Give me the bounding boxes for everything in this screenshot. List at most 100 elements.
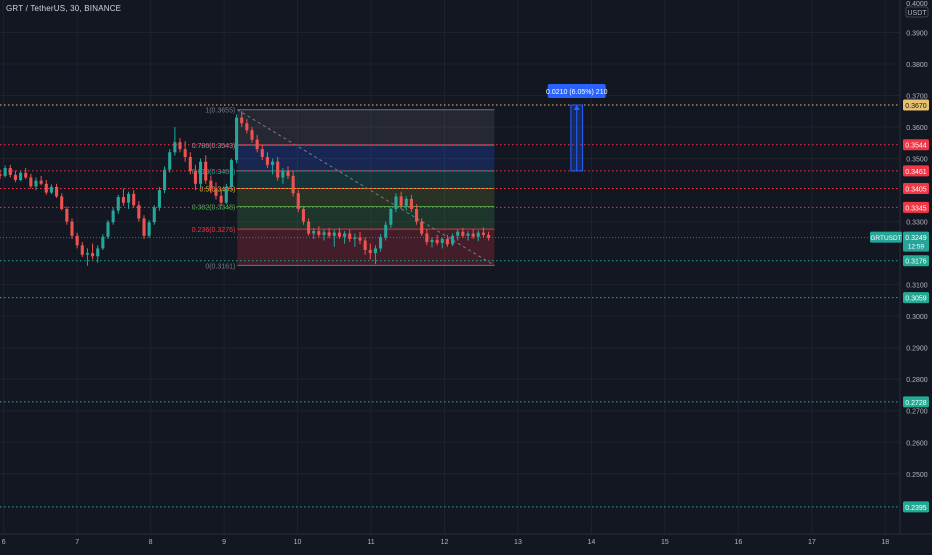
candle-body[interactable] (384, 224, 388, 238)
candle-body[interactable] (75, 235, 79, 246)
candle-body[interactable] (322, 232, 326, 235)
candle-body[interactable] (389, 208, 393, 225)
candle-body[interactable] (49, 186, 53, 193)
candle-body[interactable] (440, 238, 444, 244)
candle-body[interactable] (39, 180, 43, 184)
candle-body[interactable] (317, 231, 321, 235)
candle-body[interactable] (358, 237, 362, 241)
candle-body[interactable] (296, 193, 300, 209)
candle-body[interactable] (240, 117, 244, 124)
candle-body[interactable] (276, 161, 280, 178)
candle-body[interactable] (70, 221, 74, 236)
candle-body[interactable] (163, 169, 167, 191)
candle-body[interactable] (121, 197, 125, 203)
candle-body[interactable] (152, 207, 156, 223)
candle-body[interactable] (65, 208, 69, 222)
candle-body[interactable] (0, 174, 2, 176)
candle-body[interactable] (111, 210, 115, 223)
candle-body[interactable] (209, 180, 213, 189)
candle-body[interactable] (363, 240, 367, 250)
candle-body[interactable] (420, 221, 424, 234)
candle-body[interactable] (80, 245, 84, 255)
candle-body[interactable] (60, 196, 64, 209)
candle-body[interactable] (44, 183, 48, 193)
price-axis[interactable] (900, 0, 932, 550)
candle-body[interactable] (332, 232, 336, 236)
candle-body[interactable] (29, 177, 33, 187)
fib-level-label: 0(0.3161) (205, 263, 235, 270)
candle-body[interactable] (487, 234, 491, 238)
candle-body[interactable] (101, 236, 105, 249)
candle-body[interactable] (183, 149, 187, 157)
candle-body[interactable] (229, 160, 233, 187)
candle-body[interactable] (348, 233, 352, 239)
candle-body[interactable] (132, 193, 136, 206)
candle-body[interactable] (168, 152, 172, 170)
candle-body[interactable] (55, 186, 59, 197)
candle-body[interactable] (142, 218, 146, 236)
candle-body[interactable] (91, 253, 95, 257)
candle-body[interactable] (327, 232, 331, 236)
candle-body[interactable] (456, 231, 460, 236)
candle-body[interactable] (24, 172, 28, 178)
candle-body[interactable] (199, 161, 203, 184)
candle-body[interactable] (286, 171, 290, 176)
candle-body[interactable] (399, 196, 403, 206)
candle-body[interactable] (373, 248, 377, 254)
candle-body[interactable] (178, 142, 182, 150)
candle-body[interactable] (404, 198, 408, 206)
candle-body[interactable] (461, 231, 465, 236)
candle-body[interactable] (8, 168, 12, 175)
fib-trend-line[interactable] (237, 109, 495, 266)
candle-body[interactable] (204, 161, 208, 181)
candle-body[interactable] (19, 172, 23, 180)
candle-body[interactable] (265, 156, 269, 165)
candle-body[interactable] (307, 221, 311, 234)
candle-body[interactable] (224, 186, 228, 203)
candle-body[interactable] (471, 233, 475, 237)
candle-body[interactable] (409, 198, 413, 209)
candle-body[interactable] (368, 249, 372, 254)
candle-body[interactable] (219, 195, 223, 203)
candle-body[interactable] (291, 175, 295, 194)
candle-body[interactable] (127, 193, 131, 203)
candle-body[interactable] (260, 149, 264, 157)
candle-body[interactable] (301, 208, 305, 222)
candle-body[interactable] (96, 248, 100, 257)
candle-body[interactable] (85, 253, 89, 255)
candle-body[interactable] (394, 196, 398, 209)
candle-body[interactable] (214, 188, 218, 196)
candle-body[interactable] (106, 222, 110, 237)
candle-body[interactable] (379, 237, 383, 249)
candle-body[interactable] (250, 130, 254, 140)
candle-body[interactable] (34, 180, 38, 187)
candle-body[interactable] (451, 235, 455, 245)
candle-body[interactable] (235, 117, 239, 161)
fib-level-label: 0.236(0.3276) (192, 227, 236, 234)
candle-body[interactable] (3, 168, 7, 176)
candle-body[interactable] (415, 208, 419, 222)
candle-body[interactable] (245, 123, 249, 131)
candle-body[interactable] (312, 231, 316, 234)
candle-body[interactable] (137, 205, 141, 219)
candle-body[interactable] (157, 190, 161, 208)
candle-body[interactable] (430, 239, 434, 243)
candle-body[interactable] (481, 232, 485, 235)
candle-body[interactable] (445, 238, 449, 245)
candle-body[interactable] (13, 174, 17, 180)
candle-body[interactable] (435, 239, 439, 244)
candle-body[interactable] (255, 139, 259, 150)
candle-body[interactable] (476, 232, 480, 237)
candle-body[interactable] (343, 233, 347, 237)
candle-body[interactable] (281, 171, 285, 178)
candle-body[interactable] (173, 142, 177, 153)
candle-body[interactable] (271, 161, 275, 165)
candle-body[interactable] (188, 156, 192, 172)
candle-body[interactable] (147, 222, 151, 236)
candle-body[interactable] (193, 171, 197, 184)
candle-body[interactable] (466, 233, 470, 236)
candle-body[interactable] (337, 232, 341, 237)
candle-body[interactable] (116, 197, 120, 211)
